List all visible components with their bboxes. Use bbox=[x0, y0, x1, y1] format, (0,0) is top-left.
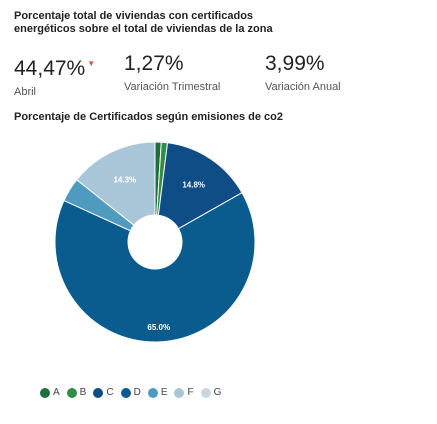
legend-label: G bbox=[213, 387, 222, 398]
legend-label: A bbox=[53, 387, 60, 398]
legend-item-a[interactable]: A bbox=[40, 387, 60, 399]
legend-dot-icon bbox=[174, 388, 185, 398]
legend-item-c[interactable]: C bbox=[93, 387, 114, 399]
legend-item-g[interactable]: G bbox=[200, 387, 222, 399]
legend-item-d[interactable]: D bbox=[120, 387, 141, 399]
legend-item-f[interactable]: F bbox=[174, 387, 194, 399]
chart-title: Porcentaje de Certificados según emision… bbox=[14, 111, 283, 123]
legend-label: B bbox=[79, 387, 87, 398]
donut-slice-c[interactable] bbox=[157, 142, 243, 230]
co2-emissions-donut-chart: 14.8% 65.0% 14.3% bbox=[54, 141, 256, 343]
legend-dot-icon bbox=[200, 388, 211, 398]
donut-slice-d[interactable] bbox=[54, 192, 256, 343]
kpi-current-number: 44,47% ▼ bbox=[14, 52, 95, 81]
donut-label-d: 65.0% bbox=[147, 323, 170, 332]
legend-item-e[interactable]: E bbox=[147, 387, 168, 399]
kpi-current-value: 44,47% ▼ Abril bbox=[14, 52, 95, 99]
legend-dot-icon bbox=[40, 388, 50, 398]
trend-down-icon: ▼ bbox=[87, 59, 96, 68]
donut-label-c: 14.8% bbox=[182, 180, 205, 189]
legend-item-b[interactable]: B bbox=[66, 387, 87, 399]
legend-label: C bbox=[106, 387, 114, 398]
kpi-quarterly-number: 1,27% bbox=[124, 52, 184, 75]
kpi-quarterly-label: Variación Trimestral bbox=[124, 81, 221, 93]
kpi-annual-label: Variación Anual bbox=[265, 81, 341, 93]
legend-dot-icon bbox=[120, 388, 131, 398]
legend-label: D bbox=[133, 387, 141, 398]
donut-label-f: 14.3% bbox=[113, 175, 136, 184]
donut-slice-f[interactable] bbox=[76, 141, 156, 226]
kpi-annual-change: 3,99% Variación Anual bbox=[265, 52, 341, 94]
legend-label: F bbox=[187, 387, 194, 398]
legend-label: E bbox=[160, 387, 168, 398]
legend-dot-icon bbox=[93, 388, 104, 398]
chart-legend: A B C D E F G bbox=[40, 386, 228, 400]
kpi-annual-number: 3,99% bbox=[265, 52, 325, 75]
certificates-total-title: Porcentaje total de viviendas con certif… bbox=[14, 10, 273, 35]
kpi-current-label: Abril bbox=[14, 86, 37, 98]
kpi-quarterly-change: 1,27% Variación Trimestral bbox=[124, 52, 220, 94]
legend-dot-icon bbox=[147, 388, 158, 398]
legend-dot-icon bbox=[66, 388, 77, 398]
